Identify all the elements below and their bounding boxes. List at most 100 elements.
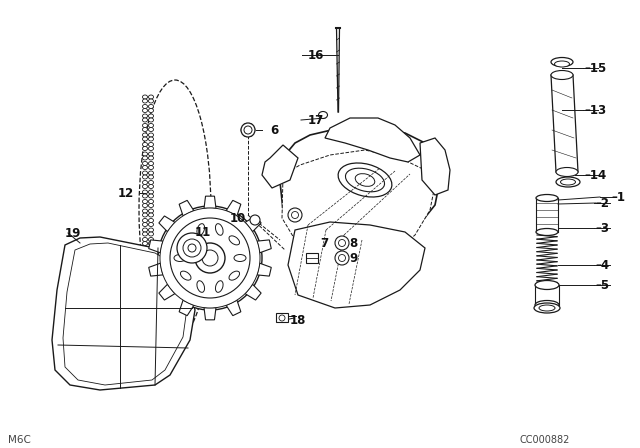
Polygon shape [179, 200, 194, 216]
Polygon shape [179, 300, 194, 316]
Polygon shape [288, 222, 425, 308]
Ellipse shape [216, 224, 223, 235]
Ellipse shape [143, 194, 147, 198]
Polygon shape [248, 124, 255, 130]
Circle shape [339, 240, 346, 246]
Ellipse shape [535, 280, 559, 289]
Ellipse shape [148, 95, 154, 99]
Ellipse shape [197, 281, 205, 293]
Polygon shape [248, 130, 255, 136]
Circle shape [183, 239, 201, 257]
Ellipse shape [551, 57, 573, 66]
Ellipse shape [148, 266, 154, 270]
Ellipse shape [143, 156, 147, 160]
Text: –13: –13 [584, 103, 606, 116]
Ellipse shape [148, 185, 154, 189]
Ellipse shape [556, 177, 580, 187]
Polygon shape [257, 263, 271, 276]
Polygon shape [241, 124, 248, 130]
Ellipse shape [143, 137, 147, 141]
Ellipse shape [148, 199, 154, 203]
Polygon shape [244, 130, 252, 136]
Ellipse shape [143, 209, 147, 213]
Ellipse shape [148, 260, 154, 264]
Ellipse shape [143, 124, 147, 128]
Bar [276, 313, 288, 322]
Ellipse shape [180, 236, 191, 245]
Ellipse shape [143, 165, 147, 169]
Ellipse shape [148, 280, 154, 284]
Ellipse shape [143, 104, 147, 108]
Polygon shape [226, 300, 241, 316]
Ellipse shape [143, 289, 147, 293]
Polygon shape [148, 263, 163, 276]
Polygon shape [204, 196, 216, 208]
Polygon shape [204, 308, 216, 320]
Polygon shape [325, 118, 420, 162]
Ellipse shape [148, 142, 154, 146]
Ellipse shape [148, 213, 154, 217]
Circle shape [244, 126, 252, 134]
Circle shape [202, 250, 218, 266]
Ellipse shape [148, 175, 154, 179]
Ellipse shape [148, 171, 154, 175]
Ellipse shape [143, 285, 147, 289]
Ellipse shape [148, 257, 154, 260]
Circle shape [241, 123, 255, 137]
Ellipse shape [148, 99, 154, 103]
Ellipse shape [148, 181, 154, 185]
Ellipse shape [148, 247, 154, 251]
Ellipse shape [319, 112, 328, 119]
Ellipse shape [148, 104, 154, 108]
Ellipse shape [143, 99, 147, 103]
Text: 10: 10 [230, 211, 246, 224]
Ellipse shape [143, 228, 147, 232]
Ellipse shape [551, 70, 573, 79]
Ellipse shape [143, 152, 147, 156]
Ellipse shape [346, 168, 385, 192]
Ellipse shape [143, 199, 147, 203]
Text: –1: –1 [611, 190, 625, 203]
Polygon shape [226, 200, 241, 216]
Ellipse shape [148, 223, 154, 227]
Text: 19: 19 [65, 227, 81, 240]
Ellipse shape [143, 95, 147, 99]
Ellipse shape [143, 276, 147, 280]
Circle shape [335, 236, 349, 250]
Ellipse shape [143, 223, 147, 227]
Text: –14: –14 [584, 168, 606, 181]
Polygon shape [282, 150, 435, 268]
Ellipse shape [143, 241, 147, 246]
Text: 6: 6 [270, 124, 278, 137]
Text: 18: 18 [290, 314, 307, 327]
Circle shape [170, 218, 250, 298]
Circle shape [160, 208, 260, 308]
Ellipse shape [143, 260, 147, 264]
Text: CC000882: CC000882 [520, 435, 570, 445]
Text: M6C: M6C [8, 435, 31, 445]
Ellipse shape [143, 133, 147, 137]
Ellipse shape [148, 137, 154, 141]
Ellipse shape [148, 114, 154, 118]
Ellipse shape [148, 133, 154, 137]
Ellipse shape [148, 124, 154, 128]
Bar [306, 253, 318, 263]
Ellipse shape [143, 219, 147, 223]
Ellipse shape [229, 271, 239, 280]
Ellipse shape [561, 179, 575, 185]
Ellipse shape [143, 128, 147, 132]
Circle shape [195, 243, 225, 273]
Circle shape [158, 206, 262, 310]
Ellipse shape [148, 276, 154, 280]
Polygon shape [280, 128, 440, 258]
Ellipse shape [143, 114, 147, 118]
Ellipse shape [143, 213, 147, 217]
Ellipse shape [148, 251, 154, 255]
Ellipse shape [148, 156, 154, 160]
Ellipse shape [143, 146, 147, 151]
Ellipse shape [536, 228, 558, 236]
Ellipse shape [148, 228, 154, 232]
Text: –15: –15 [584, 61, 606, 74]
Ellipse shape [143, 232, 147, 236]
Circle shape [188, 244, 196, 252]
